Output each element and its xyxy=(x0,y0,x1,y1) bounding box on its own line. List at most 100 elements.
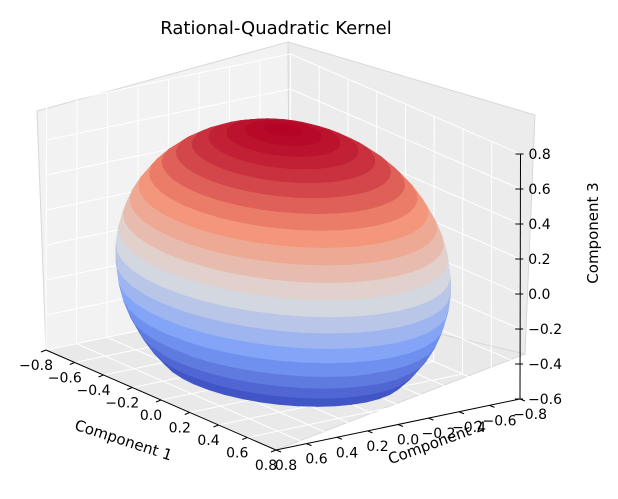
y-tick-label: −0.4 xyxy=(452,420,486,436)
z-tick-label: 0.2 xyxy=(528,252,550,268)
left-pane-grid-line xyxy=(45,104,47,351)
surface-facet xyxy=(254,242,280,264)
y-tick-label: 0.2 xyxy=(366,439,388,455)
surface-facet xyxy=(325,362,353,377)
surface-facet xyxy=(369,259,394,281)
y-tick-label: 0.4 xyxy=(336,445,358,461)
x-tick xyxy=(242,437,248,440)
surface-facet xyxy=(298,213,322,232)
surface-facet xyxy=(278,373,304,389)
y-tick xyxy=(306,443,312,447)
surface-facet xyxy=(301,375,327,389)
y-tick-label: 0.8 xyxy=(275,458,297,474)
z-axis-line xyxy=(519,153,521,400)
surface-facet xyxy=(303,332,331,350)
surface-facet xyxy=(278,262,305,283)
z-tick-label: 0.8 xyxy=(529,147,551,163)
surface-facet xyxy=(301,247,327,267)
z-axis-title: Component 3 xyxy=(584,182,602,283)
right-pane-grid-line xyxy=(462,128,464,375)
surface-facet xyxy=(323,247,350,267)
surface-facet xyxy=(256,225,280,247)
x-tick-label: 0.4 xyxy=(197,433,219,449)
floor-grid-line xyxy=(76,343,307,445)
surface-facet xyxy=(300,230,325,249)
x-tick xyxy=(40,349,47,353)
z-tick-label: −0.4 xyxy=(528,357,562,373)
surface-facet xyxy=(326,264,353,284)
surface-facet xyxy=(277,297,305,318)
y-tick-label: −0.2 xyxy=(422,426,456,442)
surface-facet xyxy=(280,155,294,170)
surface-facet xyxy=(328,282,355,301)
surface-facet xyxy=(263,179,282,197)
y-tick xyxy=(275,449,282,453)
x-tick-label: −0.6 xyxy=(48,371,82,387)
surface-facet xyxy=(351,280,377,301)
left-pane-grid-line xyxy=(46,53,291,106)
surface-facet xyxy=(280,168,296,184)
x-tick-label: 0.8 xyxy=(255,458,277,474)
surface-facet xyxy=(354,314,378,334)
surface-facet xyxy=(348,262,375,283)
y-tick xyxy=(458,411,465,415)
surface-facet xyxy=(351,346,377,364)
surface-facet xyxy=(253,259,280,281)
x-tick-label: −0.4 xyxy=(77,383,111,399)
z-tick-label: 0.6 xyxy=(528,182,550,198)
surface-facet xyxy=(327,348,355,364)
left-pane-grid-line xyxy=(106,92,108,338)
surface xyxy=(115,118,451,407)
x-tick xyxy=(213,424,219,428)
surface-facet xyxy=(277,330,305,349)
surface-facet xyxy=(260,194,281,213)
surface-facet xyxy=(348,360,375,377)
surface-facet xyxy=(353,330,378,349)
x-tick-label: −0.8 xyxy=(19,358,53,374)
y-tick xyxy=(397,424,404,427)
z-tick-label: 0.0 xyxy=(528,287,550,303)
y-tick-label: 0.0 xyxy=(397,433,419,449)
surface-facet xyxy=(304,316,331,335)
surface-facet xyxy=(329,316,356,335)
axes: −0.8−0.6−0.4−0.20.00.20.40.60.8−0.8−0.6−… xyxy=(19,147,562,474)
surface-facet xyxy=(279,181,298,199)
y-tick xyxy=(336,436,343,440)
x-tick-label: 0.0 xyxy=(140,408,162,424)
y-tick xyxy=(367,430,373,434)
surface-facet xyxy=(298,397,322,407)
chart-title: Rational-Quadratic Kernel xyxy=(160,18,392,39)
x-tick xyxy=(184,412,190,415)
x-tick-label: 0.2 xyxy=(169,421,191,437)
left-pane-grid-line xyxy=(76,98,78,344)
x-tick xyxy=(98,374,104,378)
surface-facet xyxy=(278,228,303,248)
surface-facet xyxy=(302,264,329,284)
surface-facet xyxy=(278,360,304,377)
z-tick-label: −0.2 xyxy=(528,322,562,338)
x-tick xyxy=(69,362,75,365)
right-pane-grid-line xyxy=(290,53,521,155)
right-pane-grid-line xyxy=(290,88,521,190)
surface-facet xyxy=(329,299,356,318)
surface-facet xyxy=(302,362,329,377)
surface-facet xyxy=(303,299,331,318)
surface-facet xyxy=(373,277,397,299)
surface-facet xyxy=(252,357,279,375)
x-tick xyxy=(155,399,162,403)
surface-facet xyxy=(329,332,356,350)
y-tick xyxy=(489,404,495,408)
surface-facet xyxy=(258,209,281,230)
surface-facet xyxy=(278,280,305,301)
surface-facet xyxy=(299,387,325,399)
x-tick xyxy=(270,449,277,453)
left-pane-grid-line xyxy=(46,88,291,141)
y-tick-label: 0.6 xyxy=(305,452,327,468)
z-tick-label: 0.4 xyxy=(528,217,550,233)
surface-facet xyxy=(279,211,301,231)
y-tick xyxy=(428,417,434,421)
surface-facet xyxy=(278,245,304,266)
surface-facet xyxy=(320,230,346,249)
surface-facet xyxy=(277,314,305,334)
